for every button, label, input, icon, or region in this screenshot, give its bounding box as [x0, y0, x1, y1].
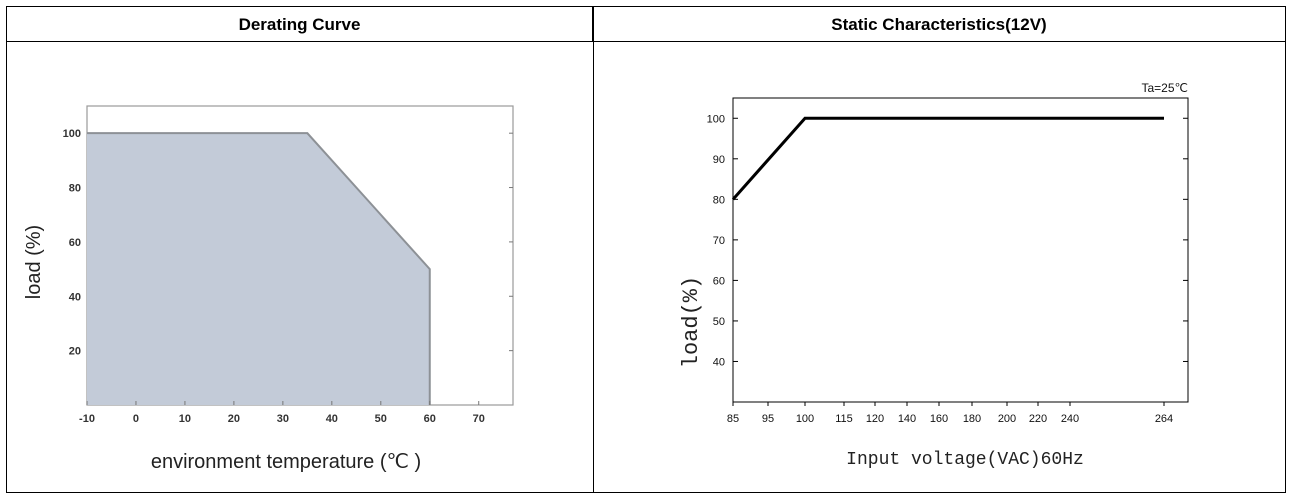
static-x-tick-label: 100 — [796, 413, 814, 425]
static-x-tick-label: 200 — [998, 413, 1016, 425]
static-x-tick-label: 240 — [1061, 413, 1079, 425]
spec-table: Derating Curve Static Characteristics(12… — [6, 6, 1286, 493]
static-plot-frame — [732, 97, 1189, 403]
static-x-tick-label: 220 — [1029, 413, 1047, 425]
static-y-axis-label: load(%) — [679, 276, 704, 368]
static-x-axis-label: Input voltage(VAC)60Hz — [846, 450, 1084, 470]
derating-x-tick-label: 40 — [326, 413, 338, 425]
table-divider — [593, 7, 594, 492]
static-characteristics-header: Static Characteristics(12V) — [593, 7, 1285, 42]
derating-y-tick-label: 80 — [69, 183, 81, 195]
static-x-tick-label: 85 — [727, 413, 739, 425]
static-y-tick-label: 70 — [713, 235, 725, 247]
derating-x-axis-label: environment temperature (℃ ) — [151, 451, 421, 473]
derating-area — [87, 133, 430, 405]
static-y-tick-label: 50 — [713, 316, 725, 328]
static-x-tick-label: 95 — [762, 413, 774, 425]
derating-x-tick-label: 20 — [228, 413, 240, 425]
static-x-tick-label: 264 — [1155, 413, 1173, 425]
derating-curve-header: Derating Curve — [7, 7, 593, 42]
derating-y-axis-label: load (%) — [23, 225, 45, 299]
derating-x-tick-label: -10 — [79, 413, 95, 425]
static-y-tick-label: 60 — [713, 275, 725, 287]
static-annotation: Ta=25℃ — [1141, 81, 1188, 95]
static-x-tick-label: 120 — [866, 413, 884, 425]
static-y-tick-label: 100 — [707, 113, 725, 125]
static-y-tick-label: 90 — [713, 154, 725, 166]
static-x-tick-label: 180 — [963, 413, 981, 425]
static-y-tick-label: 40 — [713, 356, 725, 368]
derating-x-tick-label: 10 — [179, 413, 191, 425]
static-load-line — [731, 116, 1164, 201]
derating-y-tick-label: 20 — [69, 346, 81, 358]
derating-x-tick-label: 50 — [375, 413, 387, 425]
static-x-tick-label: 115 — [835, 413, 853, 425]
derating-y-tick-label: 100 — [63, 128, 81, 140]
static-x-tick-label: 140 — [898, 413, 916, 425]
derating-line — [87, 132, 431, 405]
derating-y-tick-label: 60 — [69, 237, 81, 249]
derating-x-tick-label: 0 — [133, 413, 139, 425]
derating-x-tick-label: 60 — [424, 413, 436, 425]
derating-y-tick-label: 40 — [69, 291, 81, 303]
derating-x-tick-label: 70 — [473, 413, 485, 425]
static-x-tick-label: 160 — [930, 413, 948, 425]
static-y-tick-label: 80 — [713, 194, 725, 206]
derating-x-tick-label: 30 — [277, 413, 289, 425]
